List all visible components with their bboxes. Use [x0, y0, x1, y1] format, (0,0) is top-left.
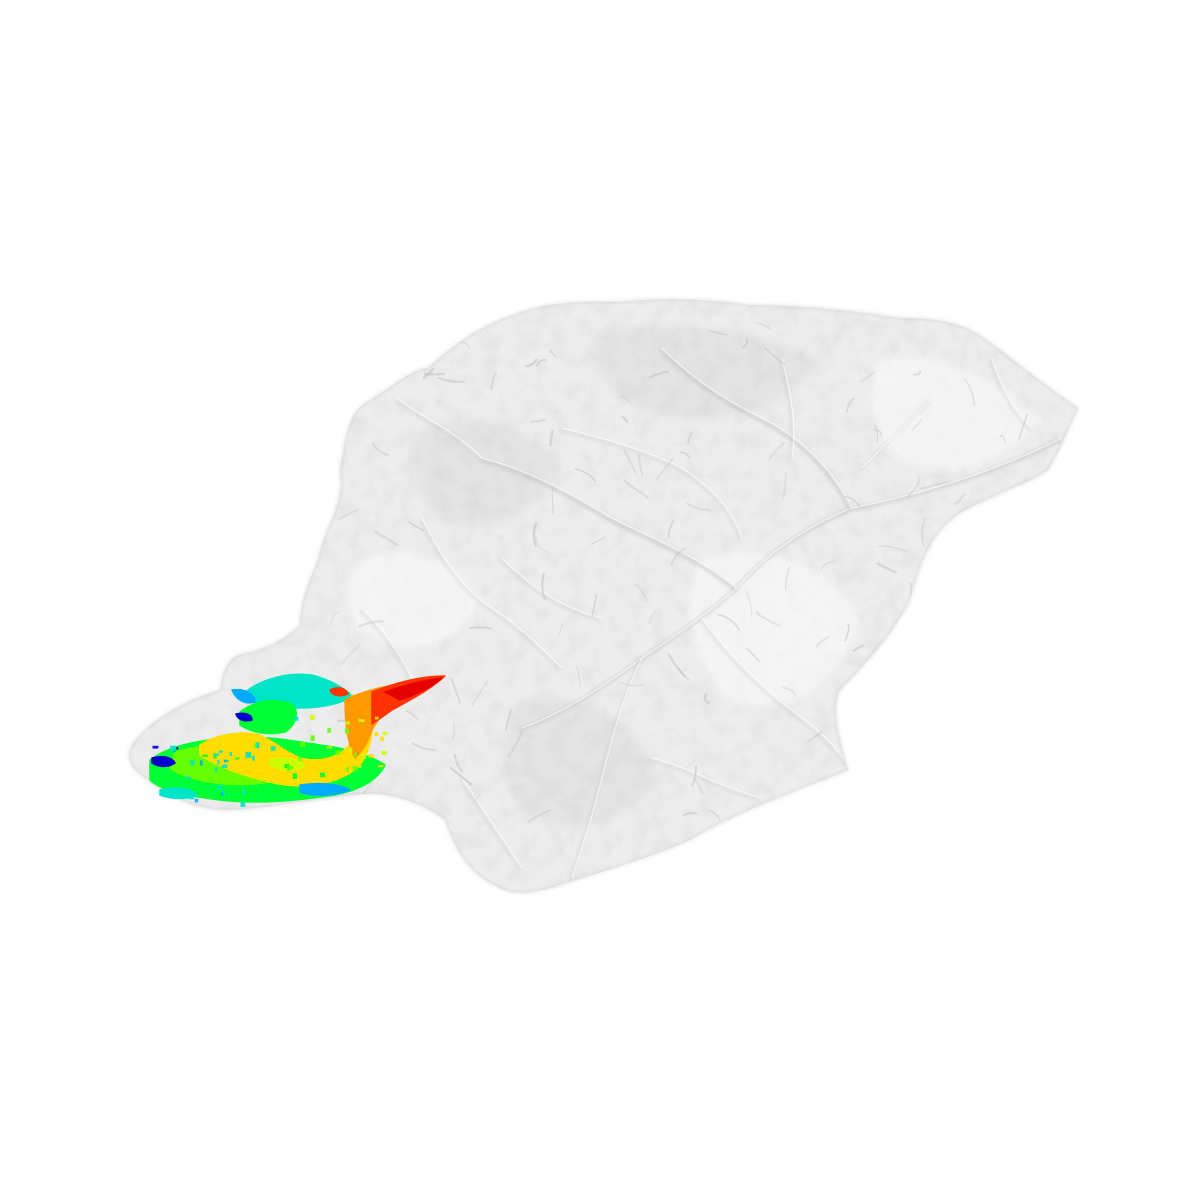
terrain-outline	[128, 298, 1079, 894]
terrain-ridge-shading	[346, 326, 1040, 827]
scalar-field-overlay	[149, 673, 446, 807]
